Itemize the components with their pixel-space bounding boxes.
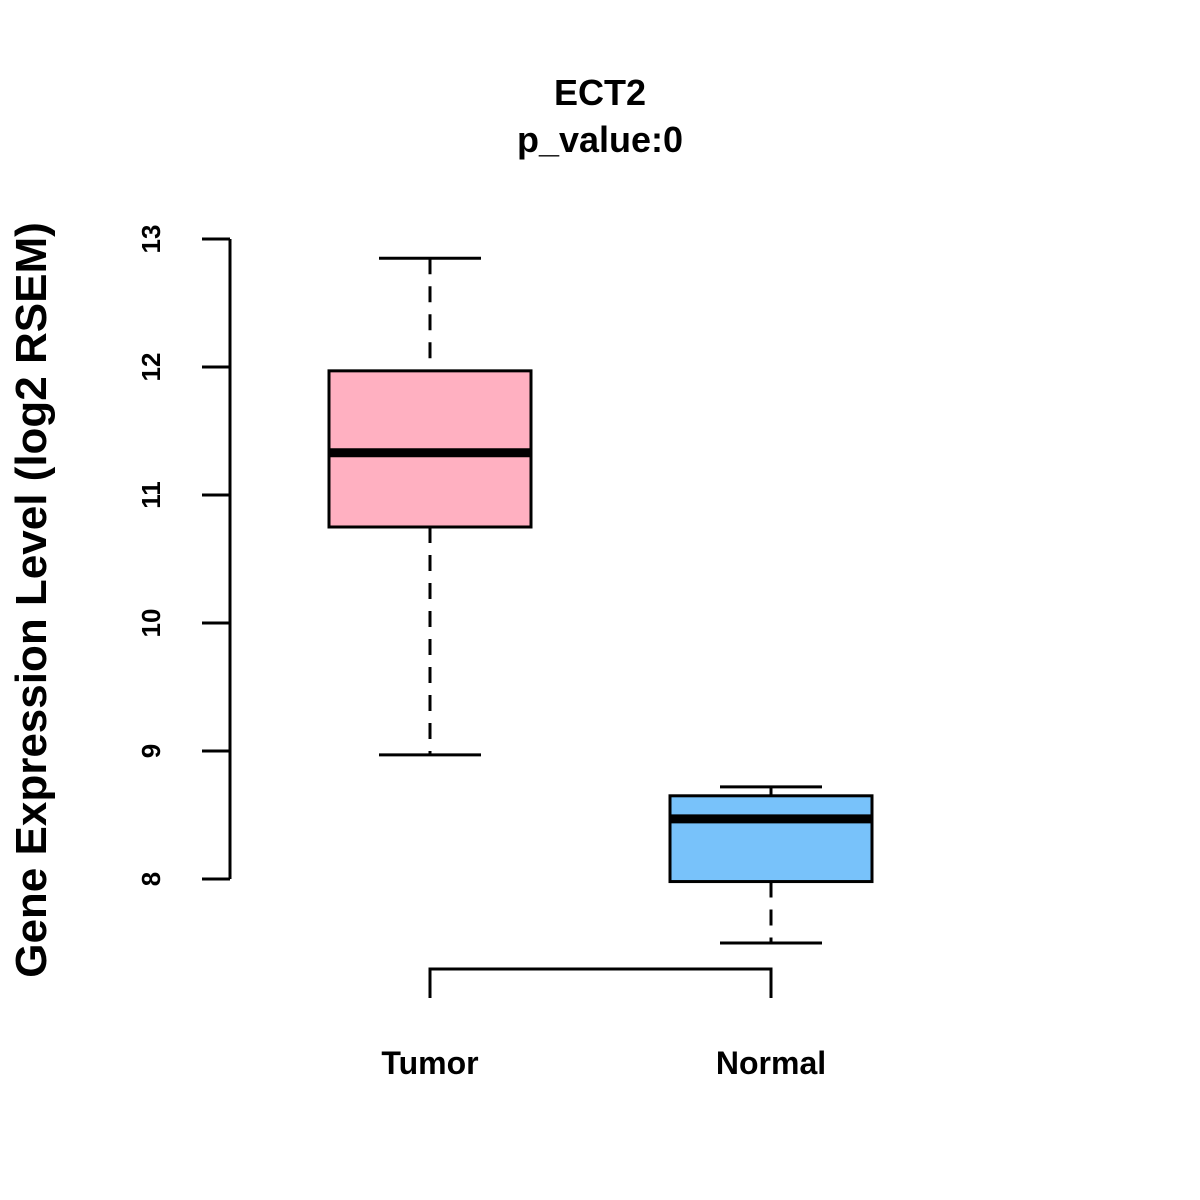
y-tick-label: 8: [136, 872, 166, 886]
box-tumor: [327, 256, 533, 757]
y-tick-label: 11: [136, 481, 166, 509]
y-axis: 8 9 10 11 12 13: [136, 225, 232, 886]
chart-subtitle: p_value:0: [517, 119, 683, 160]
category-label-tumor: Tumor: [381, 1045, 478, 1081]
chart-title: ECT2: [554, 72, 646, 113]
x-axis-labels: Tumor Normal: [381, 1045, 826, 1081]
y-tick-label: 13: [136, 225, 166, 254]
box-normal: [668, 785, 874, 945]
boxes-group: [327, 256, 874, 945]
y-tick-label: 9: [136, 744, 166, 758]
y-tick-label: 12: [136, 353, 166, 382]
comparison-bracket: [428, 967, 773, 998]
iqr-box: [668, 794, 874, 884]
category-label-normal: Normal: [716, 1045, 826, 1081]
y-tick-label: 10: [136, 609, 166, 638]
bracket-line: [428, 967, 773, 998]
y-axis-label: Gene Expression Level (log2 RSEM): [7, 222, 56, 978]
